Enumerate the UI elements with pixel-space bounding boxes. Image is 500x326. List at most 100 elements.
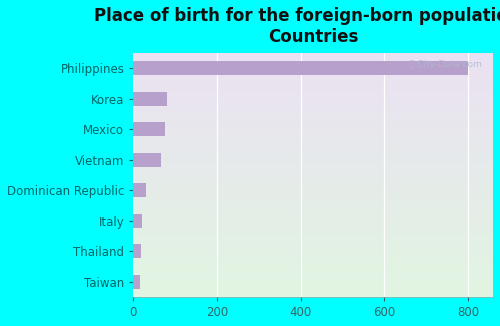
Bar xyxy=(134,256,493,257)
Bar xyxy=(134,126,493,127)
Bar xyxy=(134,224,493,225)
Bar xyxy=(134,64,493,65)
Bar xyxy=(134,140,493,141)
Bar xyxy=(134,260,493,262)
Bar xyxy=(134,66,493,67)
Bar xyxy=(134,179,493,180)
Bar xyxy=(134,107,493,108)
Bar xyxy=(134,214,141,228)
Bar xyxy=(134,295,493,296)
Bar xyxy=(134,154,493,156)
Bar xyxy=(134,85,493,86)
Bar xyxy=(134,87,493,88)
Bar xyxy=(134,182,493,184)
Bar xyxy=(134,56,493,58)
Bar xyxy=(134,187,493,188)
Bar xyxy=(134,130,493,131)
Bar xyxy=(134,61,468,75)
Bar xyxy=(134,133,493,135)
Bar xyxy=(134,243,493,244)
Bar xyxy=(134,277,493,279)
Bar xyxy=(134,246,493,247)
Bar xyxy=(134,75,493,76)
Bar xyxy=(134,282,493,284)
Bar xyxy=(134,262,493,263)
Bar xyxy=(134,92,167,106)
Bar xyxy=(134,125,493,126)
Bar xyxy=(134,228,493,229)
Bar xyxy=(134,249,493,251)
Bar xyxy=(134,271,493,273)
Bar xyxy=(134,215,493,216)
Bar xyxy=(134,218,493,219)
Bar xyxy=(134,102,493,103)
Bar xyxy=(134,93,493,94)
Bar xyxy=(134,248,493,249)
Bar xyxy=(134,220,493,221)
Bar xyxy=(134,251,493,252)
Bar xyxy=(134,132,493,133)
Bar xyxy=(134,263,493,264)
Bar xyxy=(134,82,493,83)
Bar xyxy=(134,269,493,270)
Bar xyxy=(134,205,493,207)
Bar xyxy=(134,71,493,72)
Bar xyxy=(134,188,493,190)
Bar xyxy=(134,172,493,174)
Bar xyxy=(134,86,493,87)
Bar xyxy=(134,273,493,274)
Bar xyxy=(134,258,493,259)
Bar xyxy=(134,120,493,121)
Bar xyxy=(134,174,493,175)
Bar xyxy=(134,105,493,107)
Bar xyxy=(134,141,493,142)
Bar xyxy=(134,118,493,119)
Bar xyxy=(134,186,493,187)
Bar xyxy=(134,59,493,60)
Bar xyxy=(134,58,493,59)
Bar xyxy=(134,96,493,97)
Bar xyxy=(134,259,493,260)
Bar xyxy=(134,123,493,124)
Bar xyxy=(134,116,493,118)
Bar xyxy=(134,149,493,151)
Bar xyxy=(134,292,493,293)
Bar xyxy=(134,54,493,55)
Bar xyxy=(134,177,493,179)
Bar xyxy=(134,268,493,269)
Bar xyxy=(134,55,493,56)
Bar xyxy=(134,197,493,198)
Bar xyxy=(134,114,493,115)
Bar xyxy=(134,152,493,153)
Bar xyxy=(134,138,493,140)
Bar xyxy=(134,209,493,210)
Bar xyxy=(134,122,164,136)
Bar xyxy=(134,284,493,285)
Bar xyxy=(134,221,493,223)
Bar xyxy=(134,128,493,130)
Bar xyxy=(134,264,493,265)
Bar xyxy=(134,281,493,282)
Bar xyxy=(134,287,493,289)
Bar xyxy=(134,72,493,74)
Text: Ⓐ City-Data.com: Ⓐ City-Data.com xyxy=(410,60,482,69)
Bar xyxy=(134,97,493,98)
Bar xyxy=(134,191,493,192)
Bar xyxy=(134,240,493,241)
Bar xyxy=(134,180,493,181)
Bar xyxy=(134,231,493,232)
Bar xyxy=(134,241,493,242)
Bar xyxy=(134,153,493,154)
Bar xyxy=(134,94,493,96)
Bar xyxy=(134,203,493,204)
Bar xyxy=(134,175,493,176)
Bar xyxy=(134,195,493,196)
Bar xyxy=(134,204,493,205)
Bar xyxy=(134,81,493,82)
Bar xyxy=(134,275,140,289)
Bar xyxy=(134,151,493,152)
Bar xyxy=(134,247,493,248)
Bar xyxy=(134,229,493,230)
Bar xyxy=(134,148,493,149)
Bar xyxy=(134,254,493,256)
